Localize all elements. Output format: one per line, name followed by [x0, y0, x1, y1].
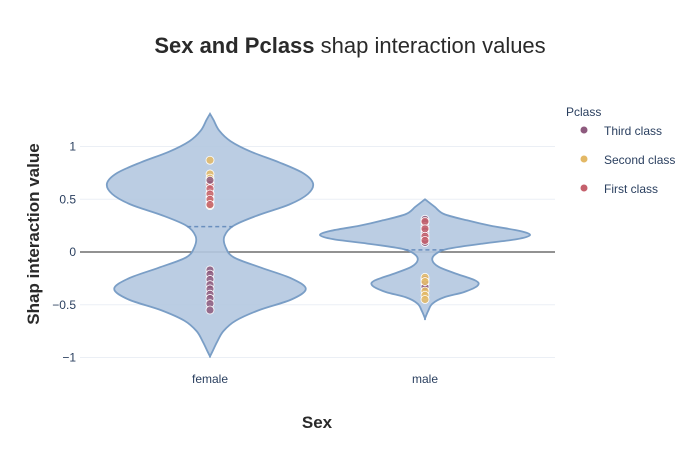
- legend-item-third-class[interactable]: Third class: [580, 124, 663, 138]
- data-point-male-first-class[interactable]: [420, 217, 430, 226]
- legend-label-third-class: Third class: [604, 124, 662, 138]
- y-tick-label: −0.5: [52, 298, 76, 312]
- y-tick-label: 0: [69, 245, 76, 259]
- y-tick-label: 1: [69, 140, 76, 154]
- data-point-female-first-class[interactable]: [205, 200, 215, 209]
- data-point-male-second-class[interactable]: [420, 295, 430, 304]
- y-tick-labels: 1 0.5 0 −0.5 −1: [52, 140, 76, 365]
- legend-marker-second-class: [580, 155, 588, 163]
- data-point-female-second-class[interactable]: [205, 155, 215, 165]
- data-point-male-second-class[interactable]: [420, 277, 430, 286]
- legend-label-first-class: First class: [604, 182, 658, 196]
- y-tick-label: −1: [62, 351, 76, 365]
- violins: [105, 112, 531, 358]
- y-axis-title: Shap interaction value: [24, 143, 43, 324]
- legend[interactable]: Pclass Third class Second class First cl…: [566, 105, 675, 196]
- legend-title: Pclass: [566, 105, 601, 119]
- legend-item-first-class[interactable]: First class: [580, 182, 659, 196]
- legend-marker-first-class: [580, 184, 588, 192]
- data-points: [205, 155, 430, 315]
- legend-label-second-class: Second class: [604, 153, 675, 167]
- chart-title: Sex and Pclass shap interaction values: [154, 33, 545, 58]
- chart-title-bold: Sex and Pclass: [154, 33, 314, 58]
- violin-male[interactable]: [319, 198, 531, 321]
- legend-item-second-class[interactable]: Second class: [580, 153, 676, 167]
- violin-female[interactable]: [105, 112, 315, 358]
- x-axis-title: Sex: [302, 413, 333, 432]
- data-point-male-first-class[interactable]: [420, 224, 430, 234]
- x-tick-label: male: [412, 372, 438, 386]
- y-tick-label: 0.5: [59, 192, 76, 206]
- data-point-male-first-class[interactable]: [420, 235, 430, 245]
- x-tick-labels: female male: [192, 372, 438, 386]
- legend-marker-third-class: [580, 126, 588, 134]
- chart-title-rest: shap interaction values: [315, 33, 546, 58]
- data-point-female-third-class[interactable]: [205, 305, 215, 315]
- x-tick-label: female: [192, 372, 228, 386]
- data-point-female-third-class[interactable]: [205, 175, 215, 185]
